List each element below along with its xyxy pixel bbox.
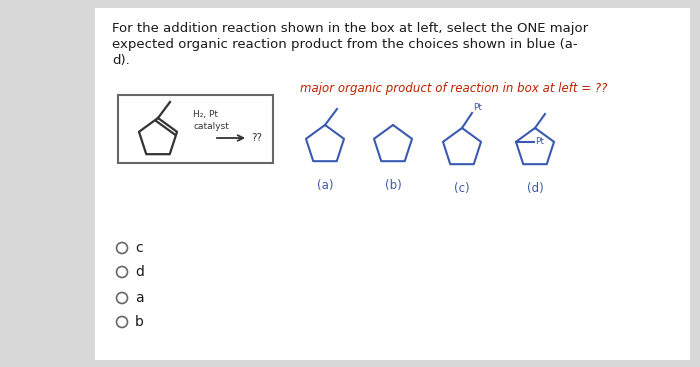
Text: major organic product of reaction in box at left = ??: major organic product of reaction in box… — [300, 82, 608, 95]
Text: d: d — [135, 265, 144, 279]
Circle shape — [116, 316, 127, 327]
Text: Pt: Pt — [535, 137, 544, 146]
Text: ??: ?? — [251, 133, 262, 143]
Text: (d): (d) — [526, 182, 543, 195]
Circle shape — [116, 266, 127, 277]
Text: c: c — [135, 241, 143, 255]
Text: Pt: Pt — [473, 103, 482, 112]
Text: (c): (c) — [454, 182, 470, 195]
Text: H₂, Pt: H₂, Pt — [193, 110, 218, 119]
Circle shape — [116, 243, 127, 254]
Text: catalyst: catalyst — [193, 122, 229, 131]
Text: (a): (a) — [316, 179, 333, 192]
Text: For the addition reaction shown in the box at left, select the ONE major: For the addition reaction shown in the b… — [112, 22, 588, 35]
Text: b: b — [135, 315, 144, 329]
Bar — [95, 8, 690, 360]
Text: a: a — [135, 291, 143, 305]
Text: (b): (b) — [384, 179, 401, 192]
Bar — [118, 95, 273, 163]
Circle shape — [116, 292, 127, 304]
Text: expected organic reaction product from the choices shown in blue (a-: expected organic reaction product from t… — [112, 38, 578, 51]
Text: d).: d). — [112, 54, 130, 67]
